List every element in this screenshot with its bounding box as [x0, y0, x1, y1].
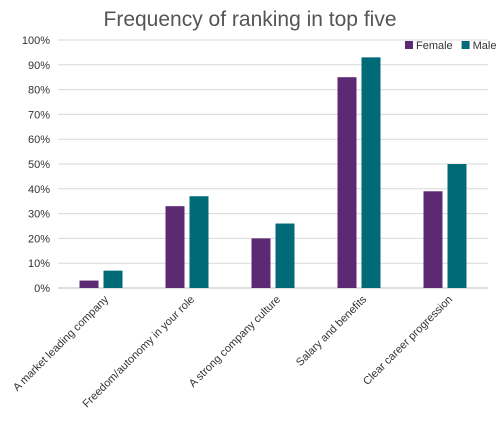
bar-female	[251, 238, 271, 288]
bar-male	[189, 196, 209, 288]
legend-label: Female	[416, 40, 453, 52]
bar-male	[447, 164, 467, 288]
category-label: A market leading company	[11, 293, 111, 393]
legend-swatch	[461, 41, 470, 49]
legend-label: Male	[473, 40, 497, 52]
category-label: Salary and benefits	[294, 293, 369, 368]
category-label: A strong company culture	[187, 294, 283, 390]
y-tick-label: 10%	[28, 258, 50, 270]
y-tick-label: 100%	[22, 35, 50, 47]
chart-title: Frequency of ranking in top five	[104, 8, 397, 31]
bar-male	[361, 57, 381, 288]
y-tick-label: 60%	[28, 134, 50, 146]
category-labels: A market leading companyFreedom/autonomy…	[11, 293, 455, 410]
bar-male	[103, 270, 123, 288]
y-tick-label: 50%	[28, 159, 50, 171]
y-tick-label: 30%	[28, 209, 50, 221]
y-tick-label: 20%	[28, 233, 50, 245]
y-tick-label: 80%	[28, 85, 50, 97]
category-label: Clear career progression	[361, 294, 455, 388]
bar-female	[423, 191, 443, 288]
y-axis-ticks: 0% 10% 20% 30% 40% 50% 60% 70% 80% 90% 100%	[22, 35, 50, 295]
y-tick-label: 90%	[28, 60, 50, 72]
bar-female	[337, 77, 357, 288]
y-tick-label: 40%	[28, 184, 50, 196]
y-tick-label: 70%	[28, 109, 50, 121]
bars	[79, 57, 467, 288]
bar-male	[275, 223, 295, 288]
y-tick-label: 0%	[34, 283, 50, 295]
bar-female	[79, 280, 99, 288]
legend: Female Male	[405, 40, 496, 52]
legend-swatch	[405, 41, 413, 49]
bar-female	[165, 206, 185, 288]
gridlines	[58, 39, 488, 289]
